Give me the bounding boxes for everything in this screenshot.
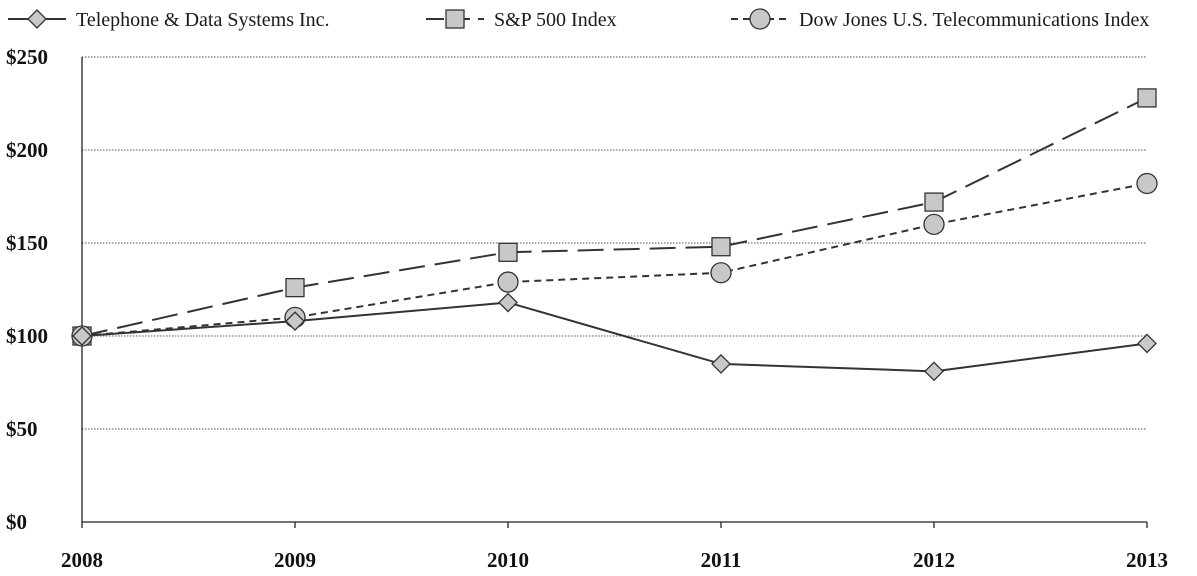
series-layer — [71, 88, 1158, 382]
y-tick-label: $250 — [6, 45, 48, 69]
x-tick-label: 2011 — [701, 548, 742, 572]
y-tick-label: $50 — [6, 417, 38, 441]
data-point-square — [498, 242, 518, 262]
x-tick-label: 2008 — [61, 548, 103, 572]
y-tick-label: $100 — [6, 324, 48, 348]
y-tick-label: $150 — [6, 231, 48, 255]
data-point-diamond — [285, 311, 305, 332]
x-tick-label: 2009 — [274, 548, 316, 572]
y-tick-label: $200 — [6, 138, 48, 162]
x-tick-label: 2013 — [1126, 548, 1168, 572]
data-point-circle — [1136, 172, 1158, 195]
data-point-square — [1137, 88, 1157, 108]
legend: Telephone & Data Systems Inc. S&P 500 Ind… — [8, 8, 1149, 31]
x-tick-label: 2010 — [487, 548, 529, 572]
legend-marker-square — [445, 9, 465, 29]
y-tick-label: $0 — [6, 510, 27, 534]
series-line-diamond — [81, 301, 1148, 373]
axes: $0 $50 $100 $150 $200 $250 2008 2009 2010 2011 201… — [6, 45, 1168, 572]
data-point-diamond — [72, 326, 92, 346]
legend-marker-circle — [749, 8, 771, 30]
grid-lines — [82, 56, 1147, 430]
data-point-square — [711, 237, 731, 257]
series-line-square — [81, 97, 1148, 337]
data-point-circle — [923, 213, 945, 236]
legend-label: S&P 500 Index — [494, 9, 617, 31]
legend-label: Telephone & Data Systems Inc. — [76, 9, 330, 31]
series-line-circle — [81, 182, 1148, 337]
legend-marker-diamond — [27, 9, 47, 29]
data-point-square — [924, 192, 944, 212]
data-point-circle — [710, 262, 732, 284]
x-tick-label: 2012 — [913, 548, 955, 572]
data-point-circle — [497, 271, 519, 293]
data-point-square — [285, 277, 305, 298]
data-point-diamond — [498, 292, 518, 313]
legend-label: Dow Jones U.S. Telecommunications Index — [799, 9, 1149, 31]
data-point-diamond — [1137, 333, 1157, 354]
data-point-diamond — [711, 353, 731, 374]
data-point-diamond — [924, 361, 944, 382]
